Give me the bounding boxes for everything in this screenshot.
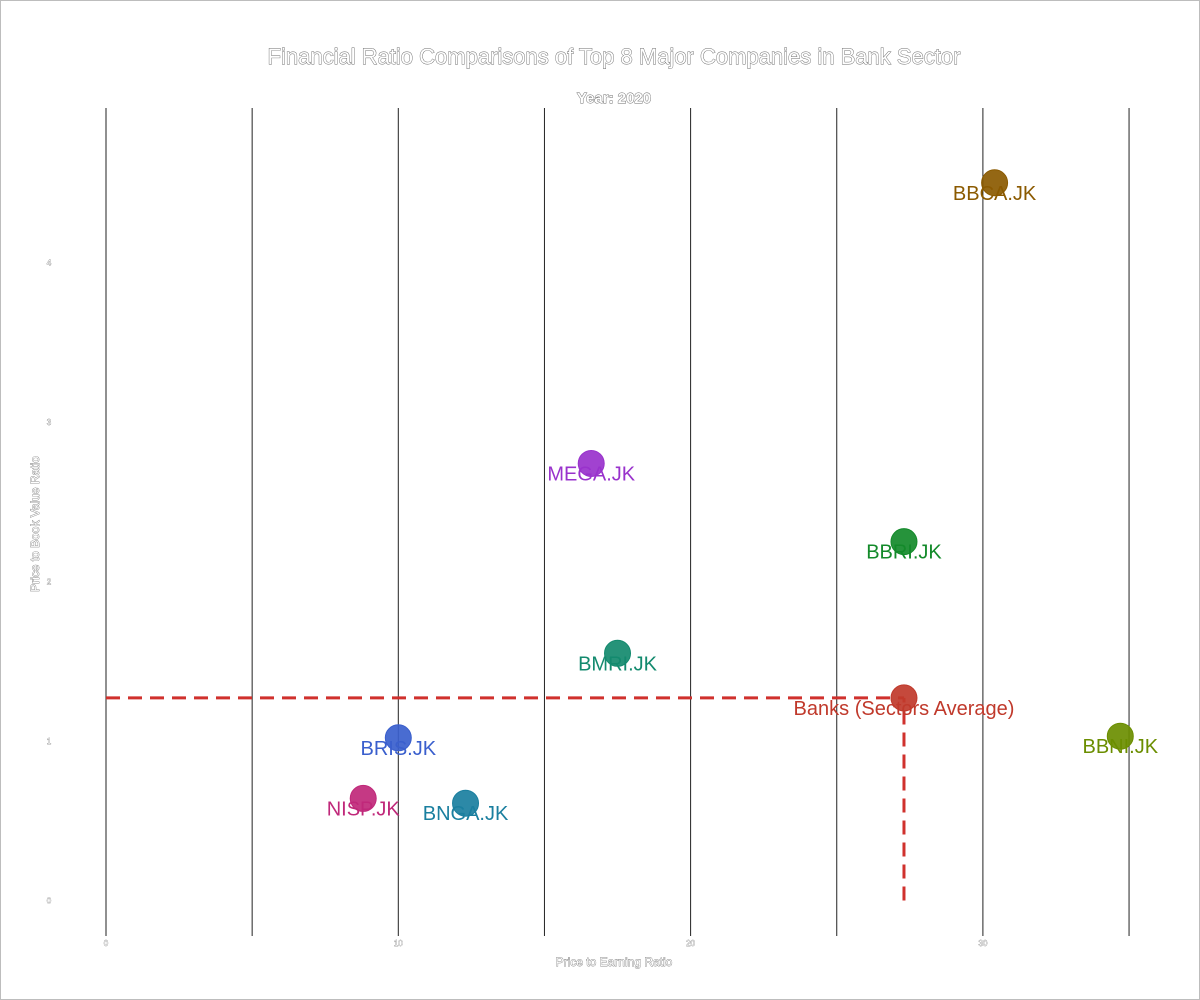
point-label-nisp-jk: NISP.JK [327, 798, 401, 820]
gridlines [105, 108, 1130, 936]
point-label-bbni-jk: BBNI.JK [1082, 736, 1158, 758]
x-tick-label: 10 [394, 939, 403, 948]
y-tick-label: 2 [47, 578, 52, 587]
point-bmri-jk [604, 639, 632, 667]
point-bnga-jk [452, 789, 480, 817]
y-axis-ticks: 0 1 2 3 4 [47, 258, 53, 906]
reference-lines [106, 696, 906, 901]
point-banks-sectors-average [890, 684, 918, 712]
point-nisp-jk [349, 784, 377, 812]
x-tick-label: 0 [104, 939, 109, 948]
point-labels: BBCA.JK MEGA.JK BBRI.JK BMRI.JK Banks (Secto… [327, 183, 1159, 825]
point-label-bbca-jk: BBCA.JK [953, 183, 1037, 205]
x-axis-ticks: 0 10 20 30 [104, 939, 989, 949]
x-tick-label: 30 [978, 939, 987, 948]
chart-subtitle: Year: 2020 [577, 90, 651, 107]
data-points [349, 169, 1134, 817]
point-bbca-jk [981, 169, 1009, 197]
y-tick-label: 4 [47, 259, 52, 268]
point-bbri-jk [890, 528, 918, 556]
point-bris-jk [384, 724, 412, 752]
y-tick-label: 3 [47, 418, 52, 427]
x-axis-title: Price to Earning Ratio [556, 955, 673, 969]
x-tick-label: 20 [686, 939, 695, 948]
point-label-bmri-jk: BMRI.JK [578, 653, 658, 675]
point-label-mega-jk: MEGA.JK [547, 463, 635, 485]
point-label-bnga-jk: BNGA.JK [423, 803, 509, 825]
point-label-bris-jk: BRIS.JK [361, 738, 437, 760]
point-bbni-jk [1106, 722, 1134, 750]
y-tick-label: 1 [47, 737, 52, 746]
point-label-banks-sectors-average: Banks (Sectors Average) [794, 698, 1015, 720]
chart-title: Financial Ratio Comparisons of Top 8 Maj… [268, 44, 961, 69]
y-tick-label: 0 [47, 897, 52, 906]
point-label-bbri-jk: BBRI.JK [866, 542, 942, 564]
y-axis-title: Price to Book Value Ratio [28, 456, 42, 592]
point-mega-jk [577, 449, 605, 477]
